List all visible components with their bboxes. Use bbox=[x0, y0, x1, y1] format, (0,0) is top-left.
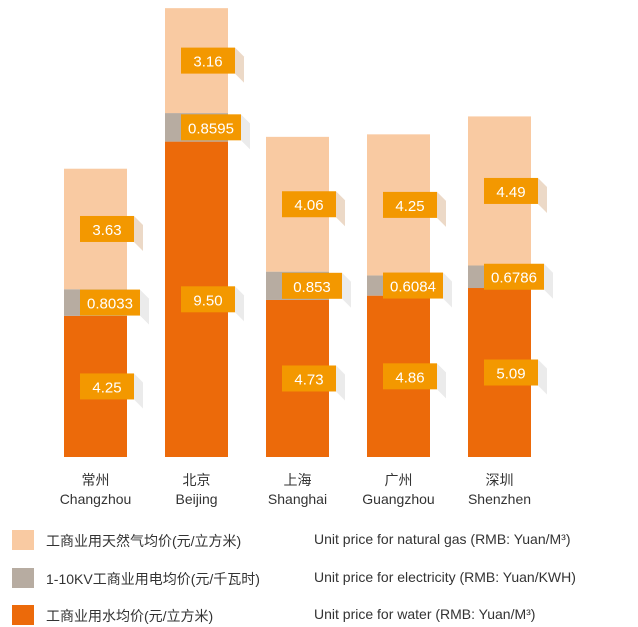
value-label-water-guangzhou: 4.86 bbox=[395, 369, 424, 386]
category-label-zh-guangzhou: 广州 bbox=[385, 473, 413, 489]
category-label-zh-shenzhen: 深圳 bbox=[486, 473, 514, 489]
value-label-box-electricity-shanghai bbox=[282, 272, 342, 299]
category-label-en-beijing: Beijing bbox=[175, 491, 217, 507]
value-label-box-water-shenzhen bbox=[484, 359, 538, 386]
value-label-fold-gas-shenzhen bbox=[538, 177, 547, 213]
value-label-fold-gas-shanghai bbox=[336, 191, 345, 227]
value-label-electricity-guangzhou: 0.6084 bbox=[390, 279, 436, 296]
value-label-gas-changzhou: 3.63 bbox=[92, 222, 121, 239]
value-label-fold-water-beijing bbox=[235, 286, 244, 322]
value-label-box-electricity-shenzhen bbox=[484, 263, 544, 290]
value-label-water-beijing: 9.50 bbox=[193, 292, 222, 309]
value-label-fold-water-shenzhen bbox=[538, 359, 547, 395]
value-label-water-shenzhen: 5.09 bbox=[496, 366, 525, 383]
value-label-box-electricity-beijing bbox=[181, 114, 241, 141]
value-label-box-gas-changzhou bbox=[80, 215, 134, 242]
value-label-fold-water-shanghai bbox=[336, 365, 345, 401]
value-label-fold-electricity-changzhou bbox=[140, 289, 149, 325]
value-label-gas-guangzhou: 4.25 bbox=[395, 198, 424, 215]
value-label-fold-water-changzhou bbox=[134, 373, 143, 409]
value-label-fold-electricity-shenzhen bbox=[544, 263, 553, 299]
value-label-fold-electricity-shanghai bbox=[342, 272, 351, 308]
value-label-electricity-beijing: 0.8595 bbox=[188, 120, 234, 137]
value-label-box-electricity-changzhou bbox=[80, 289, 140, 316]
value-label-fold-gas-beijing bbox=[235, 47, 244, 83]
value-label-box-gas-guangzhou bbox=[383, 191, 437, 218]
value-label-electricity-shanghai: 0.853 bbox=[293, 279, 331, 296]
value-label-fold-electricity-guangzhou bbox=[443, 272, 452, 308]
category-label-zh-beijing: 北京 bbox=[183, 473, 211, 489]
value-label-gas-shenzhen: 4.49 bbox=[496, 184, 525, 201]
value-label-box-gas-shanghai bbox=[282, 191, 336, 218]
value-label-electricity-shenzhen: 0.6786 bbox=[491, 270, 537, 287]
value-label-box-water-changzhou bbox=[80, 373, 134, 400]
value-label-box-gas-shenzhen bbox=[484, 177, 538, 204]
value-label-fold-gas-changzhou bbox=[134, 215, 143, 251]
category-label-en-changzhou: Changzhou bbox=[60, 491, 132, 507]
value-label-electricity-changzhou: 0.8033 bbox=[87, 296, 133, 313]
value-label-box-water-guangzhou bbox=[383, 363, 437, 390]
value-label-box-electricity-guangzhou bbox=[383, 272, 443, 299]
category-label-en-shenzhen: Shenzhen bbox=[468, 491, 531, 507]
value-label-gas-shanghai: 4.06 bbox=[294, 197, 323, 214]
category-label-zh-shanghai: 上海 bbox=[284, 473, 312, 489]
value-label-box-water-shanghai bbox=[282, 365, 336, 392]
category-label-zh-changzhou: 常州 bbox=[82, 473, 110, 489]
value-label-fold-water-guangzhou bbox=[437, 363, 446, 399]
value-label-fold-electricity-beijing bbox=[241, 114, 250, 150]
value-label-gas-beijing: 3.16 bbox=[193, 54, 222, 71]
value-label-box-water-beijing bbox=[181, 286, 235, 313]
category-label-en-shanghai: Shanghai bbox=[268, 491, 327, 507]
value-label-fold-gas-guangzhou bbox=[437, 191, 446, 227]
value-label-water-changzhou: 4.25 bbox=[92, 379, 121, 396]
value-label-box-gas-beijing bbox=[181, 47, 235, 74]
value-label-water-shanghai: 4.73 bbox=[294, 371, 323, 388]
category-label-en-guangzhou: Guangzhou bbox=[362, 491, 434, 507]
